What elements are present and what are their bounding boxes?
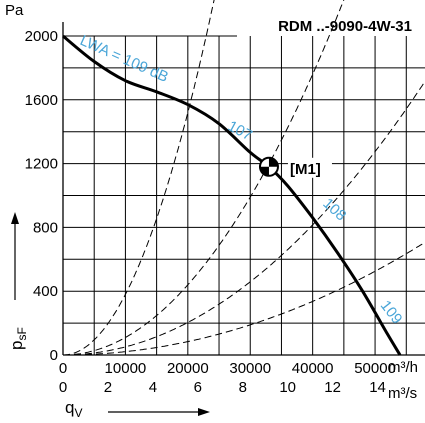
y-axis-symbol: psF <box>7 327 29 350</box>
grid <box>62 22 425 356</box>
y-unit-label: Pa <box>5 2 24 19</box>
x-tick-label: 30000 <box>229 360 271 377</box>
x-unit-primary: m³/h <box>388 359 418 376</box>
operating-point-quadrant-b <box>259 166 269 176</box>
x2-tick-label: 2 <box>104 379 112 396</box>
y-symbol-main: p <box>7 341 26 350</box>
fan-curve-group <box>62 34 402 356</box>
system-curve <box>63 0 345 355</box>
y-tick-label: 800 <box>33 219 58 236</box>
y-symbol-sub: sF <box>15 327 29 340</box>
x-tick-label: 50000 <box>354 360 396 377</box>
operating-point-group: [M1] <box>258 156 332 178</box>
x-tick-label: 0 <box>59 360 67 377</box>
x2-tick-label: 0 <box>59 379 67 396</box>
system-curve <box>63 81 425 355</box>
x2-tick-label: 10 <box>279 379 296 396</box>
y-tick-label: 0 <box>50 347 58 364</box>
x-symbol-sub: V <box>74 406 82 420</box>
operating-point-quadrant-a <box>268 157 278 167</box>
operating-point-label: [M1] <box>290 161 321 178</box>
x2-tick-label: 12 <box>324 379 341 396</box>
x-axis-symbol: qV <box>65 398 82 420</box>
x-symbol-main: q <box>65 398 74 417</box>
chart-title: RDM ..-9090-4W-31 <box>278 18 412 35</box>
system-curve <box>63 0 215 355</box>
x-tick-label: 10000 <box>105 360 147 377</box>
y-tick-label: 1200 <box>25 156 58 173</box>
x-arrow-head <box>198 408 210 416</box>
x2-tick-label: 8 <box>239 379 247 396</box>
operating-point-label-bg <box>287 157 332 178</box>
x2-tick-label: 4 <box>149 379 157 396</box>
x-tick-label: 20000 <box>167 360 209 377</box>
system-curve <box>63 241 425 355</box>
y-tick-label: 400 <box>33 283 58 300</box>
y-tick-label: 2000 <box>25 28 58 45</box>
y-tick-label: 1600 <box>25 92 58 109</box>
sound-level-label: 108 <box>319 195 349 224</box>
system-curves <box>63 0 425 355</box>
y-arrow-head <box>11 212 19 224</box>
x-tick-label: 40000 <box>292 360 334 377</box>
fan-curve <box>62 34 402 356</box>
x-unit-secondary: m³/s <box>388 385 417 402</box>
x2-tick-label: 14 <box>369 379 386 396</box>
x2-tick-label: 6 <box>194 379 202 396</box>
